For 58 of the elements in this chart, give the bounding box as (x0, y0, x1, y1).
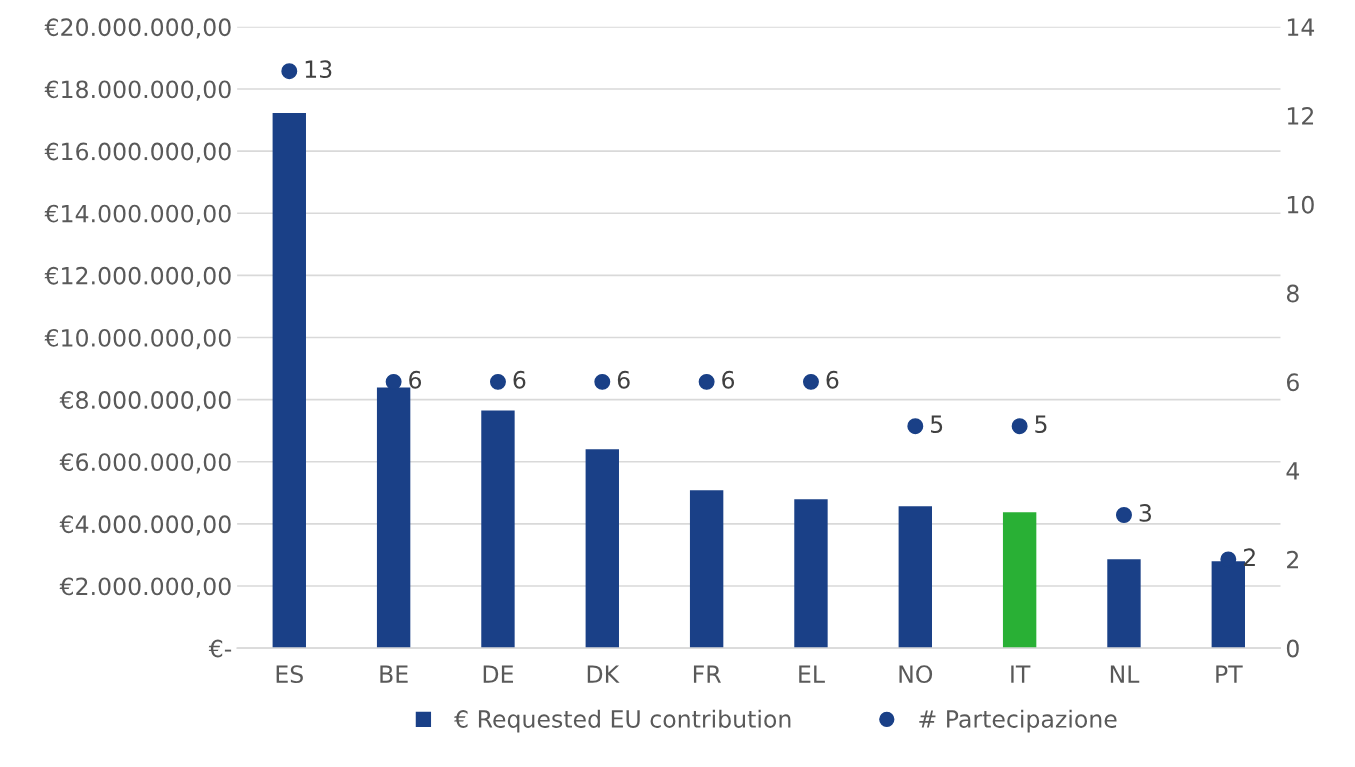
x-tick-label: DK (587, 665, 620, 683)
data-label: 3 (1139, 503, 1151, 522)
data-label: 6 (722, 370, 735, 389)
data-label: 6 (513, 370, 526, 389)
y-tick-label: €12.000.000,00 (44, 266, 231, 288)
legend-label: € Requested EU contribution (454, 709, 791, 733)
bar (898, 506, 932, 649)
data-label: 6 (617, 370, 630, 389)
x-tick-label: FR (693, 665, 721, 683)
y-tick-label: €2.000.000,00 (59, 577, 231, 598)
data-label: 13 (305, 60, 332, 79)
y-tick-label: €6.000.000,00 (59, 453, 231, 474)
data-label: 2 (1243, 548, 1255, 566)
point (1011, 418, 1028, 435)
y2-tick-label: 2 (1287, 550, 1298, 569)
data-label: 5 (1035, 415, 1047, 434)
point (1115, 507, 1132, 523)
point (698, 373, 715, 390)
bar (689, 490, 724, 649)
bar (585, 449, 619, 649)
point (489, 373, 506, 390)
y-tick-label: €18.000.000,00 (44, 80, 231, 101)
point (802, 373, 819, 390)
data-label: 5 (931, 415, 943, 434)
legend-label: # Partecipazione (919, 709, 1117, 733)
bar (1107, 559, 1141, 649)
bar (1002, 512, 1037, 649)
y2-tick-label: 0 (1286, 639, 1299, 658)
y2-tick-label: 6 (1286, 373, 1299, 392)
y-tick-label: €4.000.000,00 (59, 515, 231, 536)
x-tick-label: ES (276, 665, 303, 684)
y2-tick-label: 4 (1286, 462, 1300, 480)
x-tick-label: NO (899, 665, 933, 684)
x-tick-label: EL (799, 665, 825, 683)
y2-tick-label: 8 (1286, 284, 1299, 303)
y2-tick-label: 10 (1287, 195, 1314, 214)
bar (272, 112, 306, 649)
y-tick-label: €20.000.000,00 (44, 18, 231, 39)
y-tick-label: €- (208, 639, 232, 658)
y-tick-label: €14.000.000,00 (44, 204, 231, 225)
x-tick-label: DE (483, 665, 513, 683)
point (594, 373, 611, 390)
y2-tick-label: 14 (1287, 18, 1315, 36)
data-label: 6 (409, 370, 422, 389)
point (907, 418, 924, 435)
point (385, 373, 402, 390)
point (281, 63, 298, 80)
x-tick-label: BE (380, 665, 408, 683)
bar (481, 410, 515, 649)
y2-tick-label: 12 (1287, 107, 1314, 125)
y-tick-label: €16.000.000,00 (44, 142, 231, 163)
y-tick-label: €8.000.000,00 (59, 391, 231, 412)
x-tick-label: NL (1110, 665, 1140, 683)
y-tick-label: €10.000.000,00 (44, 328, 231, 350)
bar (794, 499, 828, 649)
x-tick-label: PT (1216, 665, 1243, 683)
x-tick-label: IT (1011, 665, 1031, 683)
data-label: 6 (826, 370, 839, 389)
